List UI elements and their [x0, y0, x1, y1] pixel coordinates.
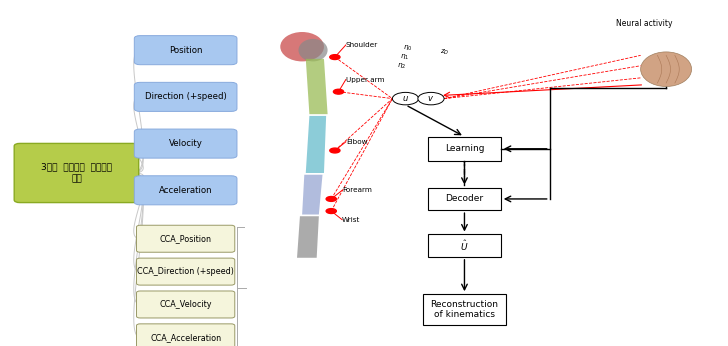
Text: CCA_Position: CCA_Position: [159, 234, 212, 243]
Text: CCA_Direction (+speed): CCA_Direction (+speed): [137, 267, 234, 276]
Text: $\eta_1$: $\eta_1$: [400, 53, 409, 62]
FancyBboxPatch shape: [136, 324, 234, 346]
FancyBboxPatch shape: [428, 188, 501, 210]
Circle shape: [326, 209, 336, 213]
Text: Learning: Learning: [445, 144, 484, 153]
Text: $\eta_2$: $\eta_2$: [397, 62, 406, 71]
Text: Decoder: Decoder: [446, 194, 483, 203]
Text: Position: Position: [169, 46, 202, 55]
Text: Reconstruction
of kinematics: Reconstruction of kinematics: [430, 300, 499, 319]
FancyBboxPatch shape: [136, 291, 234, 318]
FancyBboxPatch shape: [422, 294, 506, 325]
Circle shape: [333, 89, 344, 94]
Text: Velocity: Velocity: [169, 139, 202, 148]
Text: $v$: $v$: [427, 94, 435, 103]
Text: Forearm: Forearm: [342, 187, 372, 193]
Text: Upper arm: Upper arm: [346, 76, 384, 83]
FancyBboxPatch shape: [14, 144, 138, 203]
FancyBboxPatch shape: [134, 129, 237, 158]
FancyBboxPatch shape: [428, 235, 501, 257]
Text: Acceleration: Acceleration: [159, 186, 213, 195]
Text: Direction (+speed): Direction (+speed): [145, 92, 226, 101]
Ellipse shape: [641, 52, 692, 86]
Text: $z_D$: $z_D$: [440, 48, 450, 57]
FancyBboxPatch shape: [136, 225, 234, 252]
Text: Shoulder: Shoulder: [346, 42, 378, 48]
Ellipse shape: [298, 39, 328, 62]
Text: $\hat{U}$: $\hat{U}$: [460, 238, 469, 253]
Polygon shape: [306, 59, 328, 114]
Text: CCA_Velocity: CCA_Velocity: [159, 300, 212, 309]
Text: Wrist: Wrist: [342, 217, 360, 223]
Text: $u$: $u$: [402, 94, 409, 103]
Circle shape: [392, 92, 419, 105]
Polygon shape: [302, 175, 323, 215]
FancyBboxPatch shape: [136, 258, 234, 285]
FancyBboxPatch shape: [134, 36, 237, 65]
Text: Elbow: Elbow: [346, 139, 368, 145]
Circle shape: [330, 55, 340, 60]
Circle shape: [326, 197, 336, 201]
FancyBboxPatch shape: [428, 137, 501, 161]
Text: $\eta_0$: $\eta_0$: [403, 44, 412, 53]
Circle shape: [330, 148, 340, 153]
Ellipse shape: [280, 32, 324, 61]
Text: CCA_Acceleration: CCA_Acceleration: [150, 333, 221, 342]
Polygon shape: [306, 116, 326, 173]
Text: Neural activity: Neural activity: [616, 19, 673, 28]
FancyBboxPatch shape: [134, 176, 237, 205]
FancyBboxPatch shape: [134, 82, 237, 111]
Circle shape: [418, 92, 444, 105]
Polygon shape: [297, 216, 319, 258]
Text: 3차원  상지운동  파라미터
확립: 3차원 상지운동 파라미터 확립: [41, 163, 112, 183]
